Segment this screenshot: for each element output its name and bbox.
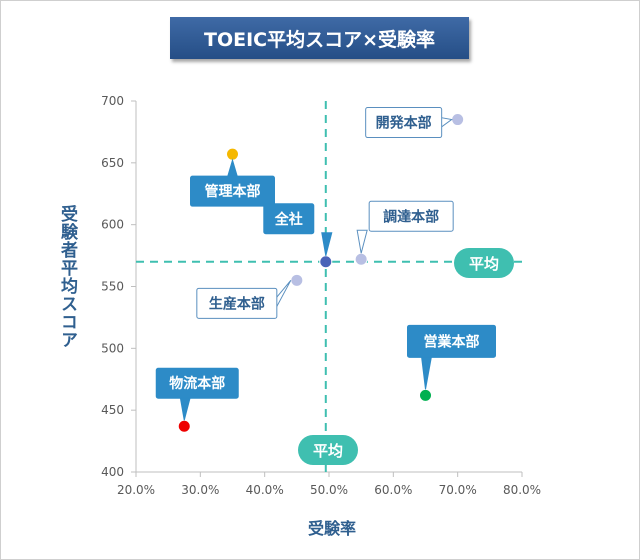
data-label: 調達本部: [383, 208, 439, 225]
x-tick-label: 80.0%: [503, 483, 541, 497]
data-label: 物流本部: [169, 375, 225, 392]
callout-pointer: [356, 229, 368, 254]
x-tick-label: 70.0%: [439, 483, 477, 497]
y-tick-label: 550: [101, 280, 124, 294]
callout-box: [155, 367, 239, 399]
x-tick-label: 20.0%: [117, 483, 155, 497]
data-label: 全社: [274, 211, 303, 228]
callout-pointer: [440, 116, 453, 129]
callout-box: [368, 200, 454, 232]
average-label-vertical-bg: [298, 435, 358, 465]
average-label-horizontal: 平均: [469, 255, 499, 273]
data-label: 生産本部: [209, 295, 265, 312]
data-point: [290, 273, 304, 287]
y-tick-label: 600: [101, 218, 124, 232]
callout-box: [196, 287, 278, 319]
data-point: [419, 388, 432, 402]
average-label-horizontal-bg: [454, 248, 514, 278]
callout-pointer: [179, 396, 191, 421]
x-tick-label: 30.0%: [181, 483, 219, 497]
callout-pointer: [321, 232, 333, 256]
data-label: 管理本部: [205, 183, 261, 200]
x-tick-label: 60.0%: [374, 483, 412, 497]
y-tick-label: 450: [101, 403, 124, 417]
data-label: 営業本部: [424, 333, 480, 350]
callout-pointer: [226, 158, 239, 178]
chart-title: TOEIC平均スコア×受験率: [170, 17, 469, 59]
callout-box: [190, 175, 275, 207]
data-point: [226, 147, 239, 161]
x-tick-label: 50.0%: [310, 483, 348, 497]
callout-pointer: [420, 355, 433, 390]
data-point: [354, 252, 368, 266]
average-label-vertical: 平均: [313, 442, 343, 460]
callout-box: [263, 203, 315, 235]
y-tick-label: 500: [101, 341, 124, 355]
data-point: [451, 113, 465, 127]
x-tick-label: 40.0%: [246, 483, 284, 497]
data-point: [319, 255, 333, 269]
x-axis-label: 受験率: [307, 519, 356, 538]
data-label: 開発本部: [376, 115, 432, 132]
y-tick-label: 700: [101, 94, 124, 108]
callout-box: [365, 107, 443, 139]
callout-pointer: [275, 279, 292, 309]
y-tick-label: 400: [101, 465, 124, 479]
y-tick-label: 650: [101, 156, 124, 170]
data-point: [177, 419, 191, 433]
callout-box: [407, 324, 496, 358]
y-axis-label: 受験者平均スコア: [57, 205, 77, 349]
